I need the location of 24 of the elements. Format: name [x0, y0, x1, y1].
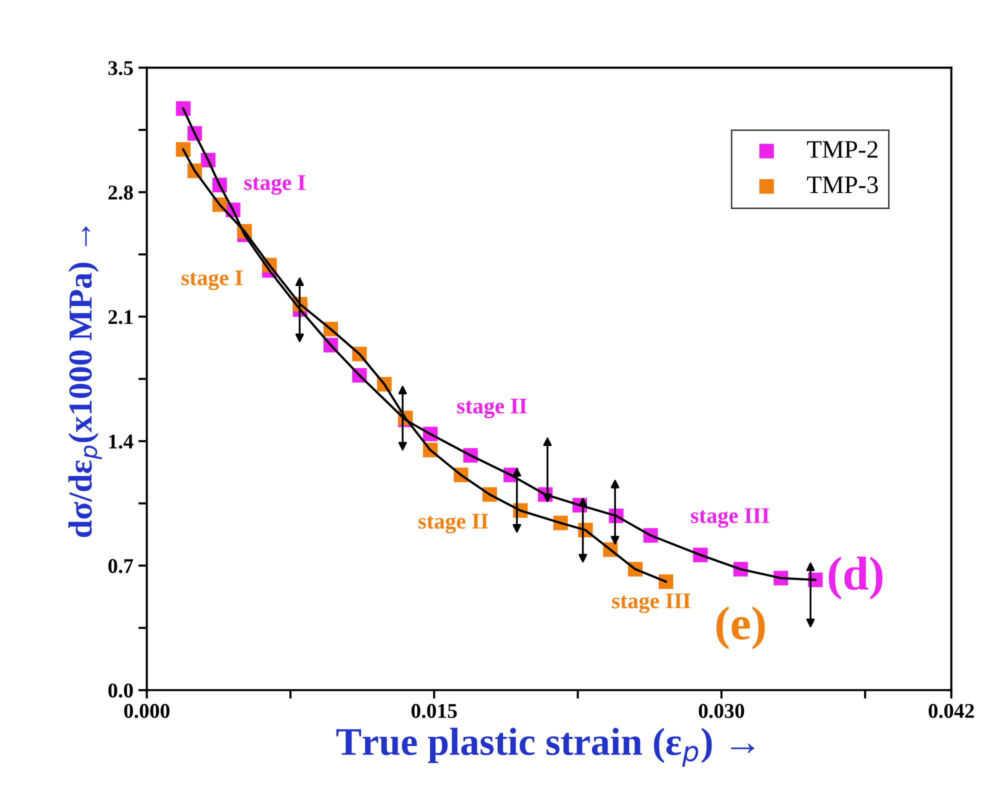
y-axis-title: dσ/dε$_{p}$(x1000 MPa) →: [68, 226, 102, 538]
x-tick-label: 0.000: [124, 704, 170, 718]
annotation: stage III: [612, 594, 690, 614]
x-tick-label: 0.042: [928, 704, 974, 718]
annotation: (e): [716, 606, 765, 650]
legend-label: TMP-2: [807, 141, 878, 158]
annotation: stage I: [244, 175, 306, 195]
annotation: stage I: [181, 270, 242, 290]
annotation: stage III: [690, 508, 770, 528]
y-tick-label: 0.0: [108, 684, 133, 698]
annotation: stage II: [457, 398, 527, 418]
annotation: (d): [828, 556, 882, 600]
x-tick-label: 0.030: [698, 704, 744, 718]
point: [176, 142, 190, 157]
x-tick-label: 0.015: [412, 704, 457, 718]
x-axis-title: True plastic strain (ε$_{p}$) →: [336, 728, 754, 767]
y-tick-label: 1.4: [109, 434, 134, 449]
point: [658, 574, 674, 589]
y-tick-label: 2.8: [108, 186, 133, 200]
legend-label: TMP-3: [807, 176, 878, 194]
annotation: stage II: [418, 514, 488, 534]
y-tick-label: 0.7: [108, 559, 134, 574]
y-tick-label: 3.5: [108, 61, 133, 76]
y-tick-label: 2.1: [108, 310, 133, 324]
